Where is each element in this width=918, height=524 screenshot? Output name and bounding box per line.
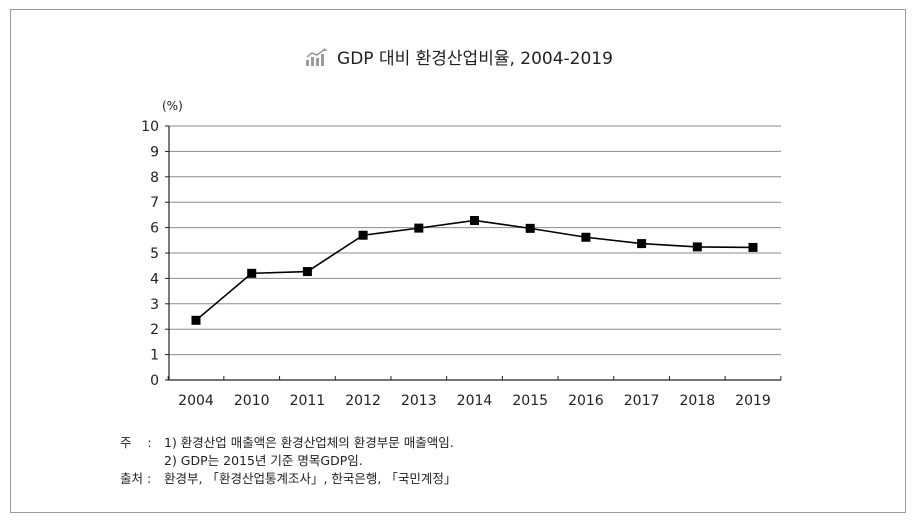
y-unit-label: (%) [162,99,183,113]
y-tick-label: 3 [150,297,159,313]
x-tick-label: 2017 [624,393,660,409]
source-label: 출처 : [120,471,152,486]
data-point-marker [581,232,591,242]
x-tick-label: 2016 [568,393,604,409]
note-2: 2) GDP는 2015년 기준 명목GDP임. [164,453,363,468]
data-point-marker [748,242,758,252]
y-tick-label: 7 [150,195,159,211]
source-text: 환경부, 「환경산업통계조사」, 한국은행, 「국민계정」 [164,471,457,486]
y-tick-label: 10 [141,119,159,135]
data-point-marker [414,223,424,233]
x-tick-label: 2015 [512,393,548,409]
x-tick-label: 2012 [345,393,381,409]
y-tick-label: 2 [150,322,159,338]
data-point-marker [358,230,368,240]
data-point-marker [470,215,479,225]
data-point-marker [692,242,702,252]
x-tick-label: 2019 [735,393,771,409]
data-point-marker [525,223,535,233]
y-tick-label: 4 [150,271,159,287]
data-point-marker [191,315,201,325]
x-tick-label: 2014 [457,393,493,409]
chart-title: GDP 대비 환경산업비율, 2004-2019 [0,44,918,72]
footnotes: 주 : 1) 환경산업 매출액은 환경산업체의 환경부문 매출액임. 2) GDP… [120,434,456,488]
x-tick-label: 2010 [234,393,270,409]
data-point-marker [637,239,647,249]
x-tick-label: 2004 [178,393,214,409]
y-tick-label: 9 [150,144,159,160]
x-tick-label: 2013 [401,393,437,409]
y-tick-label: 5 [150,246,159,262]
series-polyline [195,219,754,321]
x-axis-ticks: 2004 2010 2011 2012 2013 2014 2015 2016 2017 2018… [167,376,782,409]
y-tick-label: 1 [150,348,159,364]
chart-frame [10,9,906,513]
x-tick-label: 2011 [290,393,326,409]
data-point-marker [302,267,312,277]
gridlines [169,125,781,356]
chart-title-text: GDP 대비 환경산업비율, 2004-2019 [337,49,613,69]
y-tick-label: 8 [150,170,159,186]
data-point-marker [247,268,257,278]
y-axis-ticks: 0 1 2 3 4 5 6 7 8 9 10 [141,119,169,389]
bar-chart-trend-icon [305,47,329,72]
source-row: 출처 : 환경부, 「환경산업통계조사」, 한국은행, 「국민계정」 [120,470,456,488]
x-tick-label: 2018 [679,393,715,409]
note-label: 주 : [120,435,152,450]
note-row-1: 주 : 1) 환경산업 매출액은 환경산업체의 환경부문 매출액임. [120,434,456,452]
series-line [191,215,758,325]
y-tick-label: 6 [150,221,159,237]
note-row-2: 2) GDP는 2015년 기준 명목GDP임. [120,452,456,470]
note-1: 1) 환경산업 매출액은 환경산업체의 환경부문 매출액임. [164,435,454,450]
y-tick-label: 0 [150,373,159,389]
